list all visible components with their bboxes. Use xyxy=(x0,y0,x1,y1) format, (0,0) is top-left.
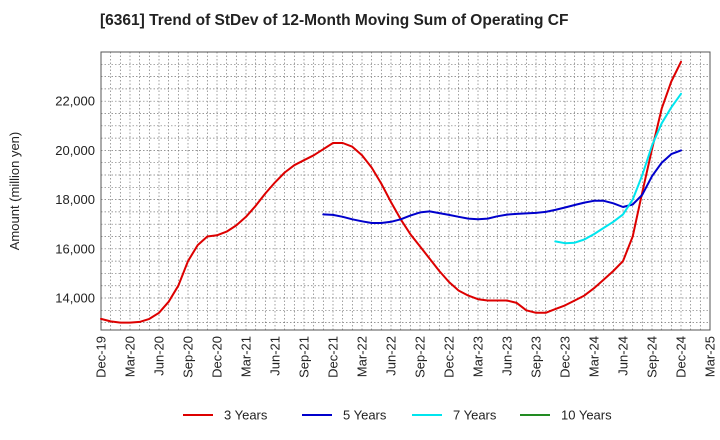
y-tick-label: 16,000 xyxy=(55,241,95,256)
legend-label: 3 Years xyxy=(224,408,268,423)
x-tick-label: Mar-25 xyxy=(703,336,718,377)
x-tick-label: Jun-23 xyxy=(500,336,515,376)
legend-label: 7 Years xyxy=(453,408,497,423)
series-lines xyxy=(100,60,682,324)
legend: 3 Years 5 Years 7 Years 10 Years xyxy=(183,408,612,423)
y-tick-label: 20,000 xyxy=(55,143,95,158)
y-tick-label: 14,000 xyxy=(55,291,95,306)
x-tick-label: Dec-23 xyxy=(558,336,573,378)
series-line-5-years xyxy=(322,149,682,224)
x-tick-label: Jun-22 xyxy=(384,336,399,376)
x-tick-label: Dec-20 xyxy=(210,336,225,378)
x-tick-labels: Dec-19 Mar-20 Jun-20 Sep-20 Dec-20 Mar-21 Jun-… xyxy=(94,336,718,378)
x-tick-label: Mar-20 xyxy=(123,336,138,377)
plot-area-frame xyxy=(100,51,711,331)
x-tick-label: Sep-22 xyxy=(413,336,428,378)
x-tick-label: Mar-23 xyxy=(471,336,486,377)
y-axis-label: Amount (million yen) xyxy=(7,132,22,251)
grid-lines xyxy=(101,52,710,330)
x-tick-label: Mar-21 xyxy=(239,336,254,377)
x-tick-label: Sep-24 xyxy=(645,336,660,378)
x-tick-label: Dec-19 xyxy=(94,336,109,378)
series-line-3-years xyxy=(100,60,682,324)
x-tick-label: Jun-21 xyxy=(268,336,283,376)
x-tick-label: Dec-22 xyxy=(442,336,457,378)
x-tick-label: Sep-23 xyxy=(529,336,544,378)
x-tick-label: Mar-24 xyxy=(587,336,602,377)
y-tick-labels: 14,000 16,000 18,000 20,000 22,000 xyxy=(55,94,95,306)
x-tick-label: Mar-22 xyxy=(355,336,370,377)
chart-title: [6361] Trend of StDev of 12-Month Moving… xyxy=(100,12,569,29)
legend-label: 10 Years xyxy=(561,408,612,423)
y-tick-label: 18,000 xyxy=(55,192,95,207)
y-tick-label: 22,000 xyxy=(55,94,95,109)
series-line-7-years xyxy=(554,92,682,245)
x-tick-label: Sep-21 xyxy=(297,336,312,378)
x-tick-label: Jun-24 xyxy=(616,336,631,376)
x-tick-label: Jun-20 xyxy=(152,336,167,376)
legend-label: 5 Years xyxy=(343,408,387,423)
x-tick-label: Dec-21 xyxy=(326,336,341,378)
x-tick-label: Sep-20 xyxy=(181,336,196,378)
x-tick-label: Dec-24 xyxy=(674,336,689,378)
